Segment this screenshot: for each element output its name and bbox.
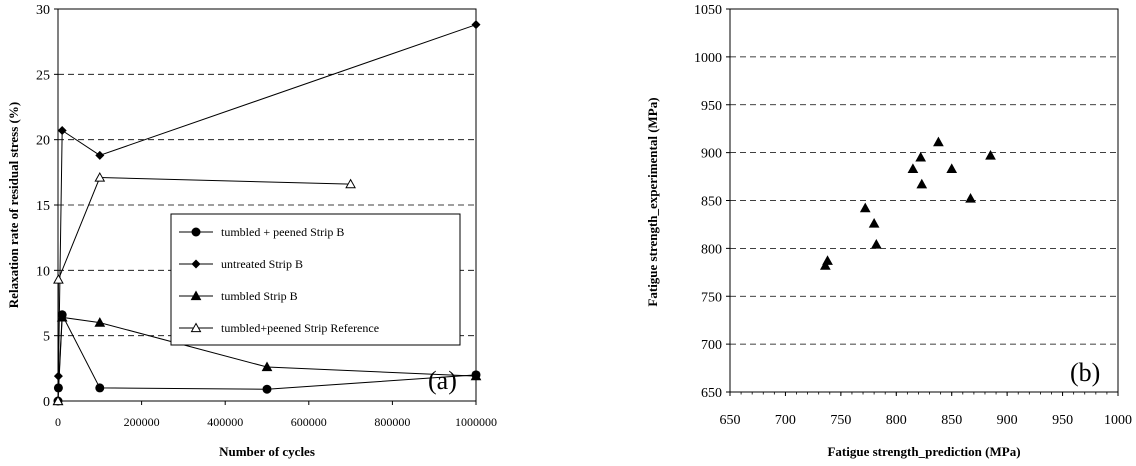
panel-a-legend-marker: [190, 290, 202, 301]
panel-b-axis-ticks: 650 700 750 800 850 900 950 1000 1050 650 700 750 80…: [694, 3, 1132, 428]
panel-a-y-tick-label: 5: [43, 330, 50, 345]
panel-b-y-tick-label: 750: [701, 290, 722, 305]
panel-a-data-point: [52, 395, 64, 406]
panel-a-data-point: [53, 273, 64, 284]
panel-a-legend-label: tumbled Strip B: [221, 289, 298, 303]
panel-a-y-tick-label: 10: [36, 264, 50, 279]
panel-b-x-tick-label: 850: [941, 413, 962, 428]
panel-a-y-tick-label: 15: [36, 199, 50, 214]
panel-b-data-point: [916, 178, 928, 189]
panel-a-series-3: [52, 172, 356, 406]
panel-b-data-point: [946, 163, 958, 174]
panel-a-legend-item: tumbled+peened Strip Reference: [179, 321, 379, 335]
panel-a-data-point: [94, 172, 106, 182]
panel-a-x-tick-label: 200000: [124, 415, 160, 429]
panel-a-data-point: [94, 317, 106, 327]
panel-a-data-point: [262, 384, 272, 394]
panel-a-x-axis-label: Number of cycles: [219, 444, 315, 459]
panel-a-y-axis-label: Relaxation rate of residual stress (%): [6, 102, 21, 308]
panel-b-x-tick-label: 950: [1052, 413, 1073, 428]
panel-a-y-tick-label: 0: [43, 395, 50, 410]
panel-b-data-point: [915, 151, 927, 162]
panel-b-data-point: [822, 255, 833, 265]
panel-a-x-tick-label: 0: [55, 415, 61, 429]
panel-b-data-point: [965, 193, 976, 203]
panel-b-y-tick-label: 900: [701, 147, 722, 162]
panel-a-axis-ticks: 0 5 10 15 20 25 30 0 200000 400000 600000 800000 100…: [36, 3, 497, 429]
panel-a-data-point: [95, 383, 105, 393]
panel-a-data-point: [470, 370, 482, 381]
panel-b-data-point: [870, 239, 882, 249]
panel-a-data-point: [345, 178, 356, 189]
panel-a-data-point: [56, 311, 68, 322]
panel-b-y-tick-label: 950: [701, 99, 722, 114]
panel-a-data-point: [471, 20, 481, 30]
panel-a-legend-label: tumbled+peened Strip Reference: [221, 321, 379, 335]
panel-b-data-point: [985, 149, 996, 160]
panel-a-legend-box: [170, 213, 461, 346]
panel-b-x-axis-label: Fatigue strength_prediction (MPa): [827, 444, 1020, 459]
panel-a-x-tick-label: 400000: [207, 415, 243, 429]
panel-b-y-tick-label: 1050: [694, 3, 722, 18]
panel-b-y-tick-label: 850: [701, 195, 722, 210]
panel-a-legend-marker: [191, 227, 201, 237]
panel-b-y-tick-label: 1000: [694, 51, 722, 66]
panel-a-data-point: [57, 126, 67, 136]
panel-a-data-point: [261, 361, 273, 372]
panel-a-series-1: [53, 20, 481, 406]
panel-b-x-tick-label: 750: [830, 413, 851, 428]
panel-b-y-tick-label: 700: [701, 338, 722, 353]
panel-b-x-tick-label: 900: [997, 413, 1018, 428]
panel-a-series: [52, 20, 482, 406]
panel-a-label: (a): [428, 366, 457, 395]
panel-a-y-tick-label: 20: [36, 134, 50, 149]
panel-b-x-tick-label: 800: [886, 413, 907, 428]
panel-b-gridlines: [730, 56, 1118, 345]
panel-a-data-point: [95, 150, 105, 160]
panel-a-y-tick-label: 25: [36, 68, 50, 83]
panel-b-x-tick-label: 650: [720, 413, 741, 428]
panel-b-y-axis-label: Fatigue strength_experimental (MPa): [645, 97, 660, 306]
panel-b-data-point: [907, 163, 919, 174]
panel-a-legend-label: tumbled + peened Strip B: [221, 225, 344, 239]
panel-b-series-0: [819, 136, 996, 270]
panel-a-legend: tumbled + peened Strip B untreated Strip …: [170, 213, 461, 346]
panel-a-legend-item: tumbled Strip B: [179, 289, 298, 303]
panel-b-series: [819, 136, 996, 270]
panel-a-series-line: [57, 177, 351, 402]
panel-a-legend-label: untreated Strip B: [221, 257, 303, 271]
panel-a-legend-marker: [191, 259, 201, 269]
panel-a-y-tick-label: 30: [36, 3, 50, 18]
panel-b-chart: 650 700 750 800 850 900 950 1000 1050 650 700 750 80…: [645, 3, 1132, 459]
panel-b-data-point: [868, 217, 880, 228]
panel-b-y-tick-label: 650: [701, 386, 722, 401]
panel-a-chart: 0 5 10 15 20 25 30 0 200000 400000 600000 800000 100…: [6, 3, 497, 459]
panel-a-x-tick-label: 800000: [374, 415, 410, 429]
panel-b-x-tick-label: 700: [775, 413, 796, 428]
panel-b-y-tick-label: 800: [701, 242, 722, 257]
panel-b-data-point: [819, 260, 831, 270]
panel-a-x-tick-label: 1000000: [455, 415, 497, 429]
panel-a-legend-item: tumbled + peened Strip B: [179, 225, 344, 239]
panel-b-x-tick-label: 1000: [1104, 413, 1132, 428]
panel-a-legend-marker: [190, 322, 202, 333]
panel-a-legend-item: untreated Strip B: [179, 257, 303, 271]
panel-b-data-point: [933, 136, 944, 147]
panel-b-data-point: [859, 202, 871, 213]
panel-a-x-tick-label: 600000: [291, 415, 327, 429]
panel-b-label: (b): [1070, 358, 1100, 387]
